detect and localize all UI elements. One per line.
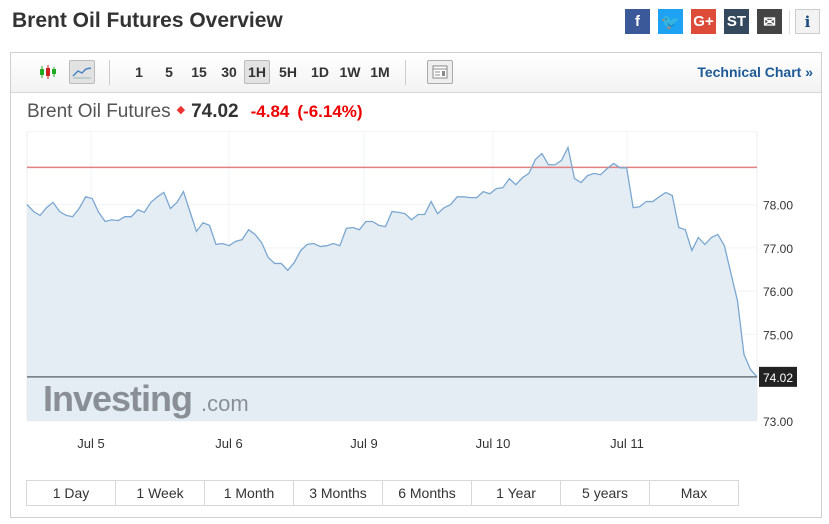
- divider: [109, 60, 110, 85]
- candlestick-icon[interactable]: [35, 60, 61, 84]
- interval-5[interactable]: 5: [165, 64, 173, 80]
- google-plus-icon[interactable]: G+: [691, 9, 716, 34]
- price-area-fill: [27, 147, 757, 421]
- last-price: 74.02: [191, 101, 239, 122]
- chart-widget: 1 5 15 30 1H 5H 1D 1W 1M Technical Chart » Brent…: [10, 52, 822, 518]
- price-line: [26, 145, 758, 378]
- range-1-week[interactable]: 1 Week: [116, 481, 205, 505]
- divider: [789, 10, 790, 34]
- interval-1h[interactable]: 1H: [244, 60, 270, 84]
- interval-1m[interactable]: 1M: [370, 64, 390, 80]
- facebook-icon[interactable]: f: [625, 9, 650, 34]
- x-tick-label: Jul 11: [610, 436, 644, 451]
- y-tick-label: 78.00: [763, 199, 793, 213]
- price-chart: Jul 5 Jul 6 Jul 9 Jul 10 Jul 11 78.00 77.00 76.…: [26, 131, 797, 451]
- interval-30[interactable]: 30: [221, 64, 237, 80]
- last-price-label: 74.02: [763, 371, 793, 385]
- layout-icon[interactable]: [427, 60, 453, 84]
- range-1-year[interactable]: 1 Year: [472, 481, 561, 505]
- range-6-months[interactable]: 6 Months: [383, 481, 472, 505]
- line-chart-icon[interactable]: [69, 60, 95, 84]
- range-1-month[interactable]: 1 Month: [205, 481, 294, 505]
- price-change: -4.84: [250, 102, 290, 121]
- instrument-name: Brent Oil Futures: [27, 101, 171, 122]
- interval-1w[interactable]: 1W: [339, 64, 361, 80]
- down-arrow-icon: ◆: [176, 104, 186, 116]
- interval-5h[interactable]: 5H: [279, 64, 297, 80]
- x-tick-label: Jul 6: [215, 436, 242, 451]
- twitter-icon[interactable]: 🐦: [658, 9, 683, 34]
- last-price-badge: [759, 366, 797, 387]
- price-change-percent: (-6.14%): [297, 102, 363, 121]
- x-tick-label: Jul 10: [476, 436, 511, 451]
- chart-toolbar: 1 5 15 30 1H 5H 1D 1W 1M Technical Chart »: [11, 53, 821, 93]
- x-tick-label: Jul 5: [77, 436, 104, 451]
- range-3-months[interactable]: 3 Months: [294, 481, 383, 505]
- x-tick-label: Jul 9: [350, 436, 377, 451]
- interval-15[interactable]: 15: [191, 64, 207, 80]
- investing-logo-suffix: .com: [201, 391, 249, 416]
- email-icon[interactable]: ✉: [757, 9, 782, 34]
- range-5-years[interactable]: 5 years: [561, 481, 650, 505]
- y-tick-label: 75.00: [763, 328, 793, 342]
- y-tick-label: 76.00: [763, 285, 793, 299]
- y-tick-label: 77.00: [763, 242, 793, 256]
- stocktwits-icon[interactable]: ST: [724, 9, 749, 34]
- range-max[interactable]: Max: [680, 485, 708, 501]
- interval-1[interactable]: 1: [135, 64, 143, 80]
- investing-logo: Investing: [43, 378, 192, 419]
- technical-chart-link[interactable]: Technical Chart »: [697, 64, 813, 80]
- quote-header: Brent Oil Futures ◆ 74.02 -4.84 (-6.14%): [27, 101, 363, 123]
- range-1-day[interactable]: 1 Day: [27, 481, 116, 505]
- divider: [405, 60, 406, 85]
- range-selector: 1 Day 1 Week 1 Month 3 Months 6 Months 1 Year…: [26, 480, 739, 506]
- page-title: Brent Oil Futures Overview: [12, 9, 283, 32]
- info-icon[interactable]: i: [795, 9, 820, 34]
- interval-1d[interactable]: 1D: [311, 64, 329, 80]
- y-tick-label: 73.00: [763, 415, 793, 429]
